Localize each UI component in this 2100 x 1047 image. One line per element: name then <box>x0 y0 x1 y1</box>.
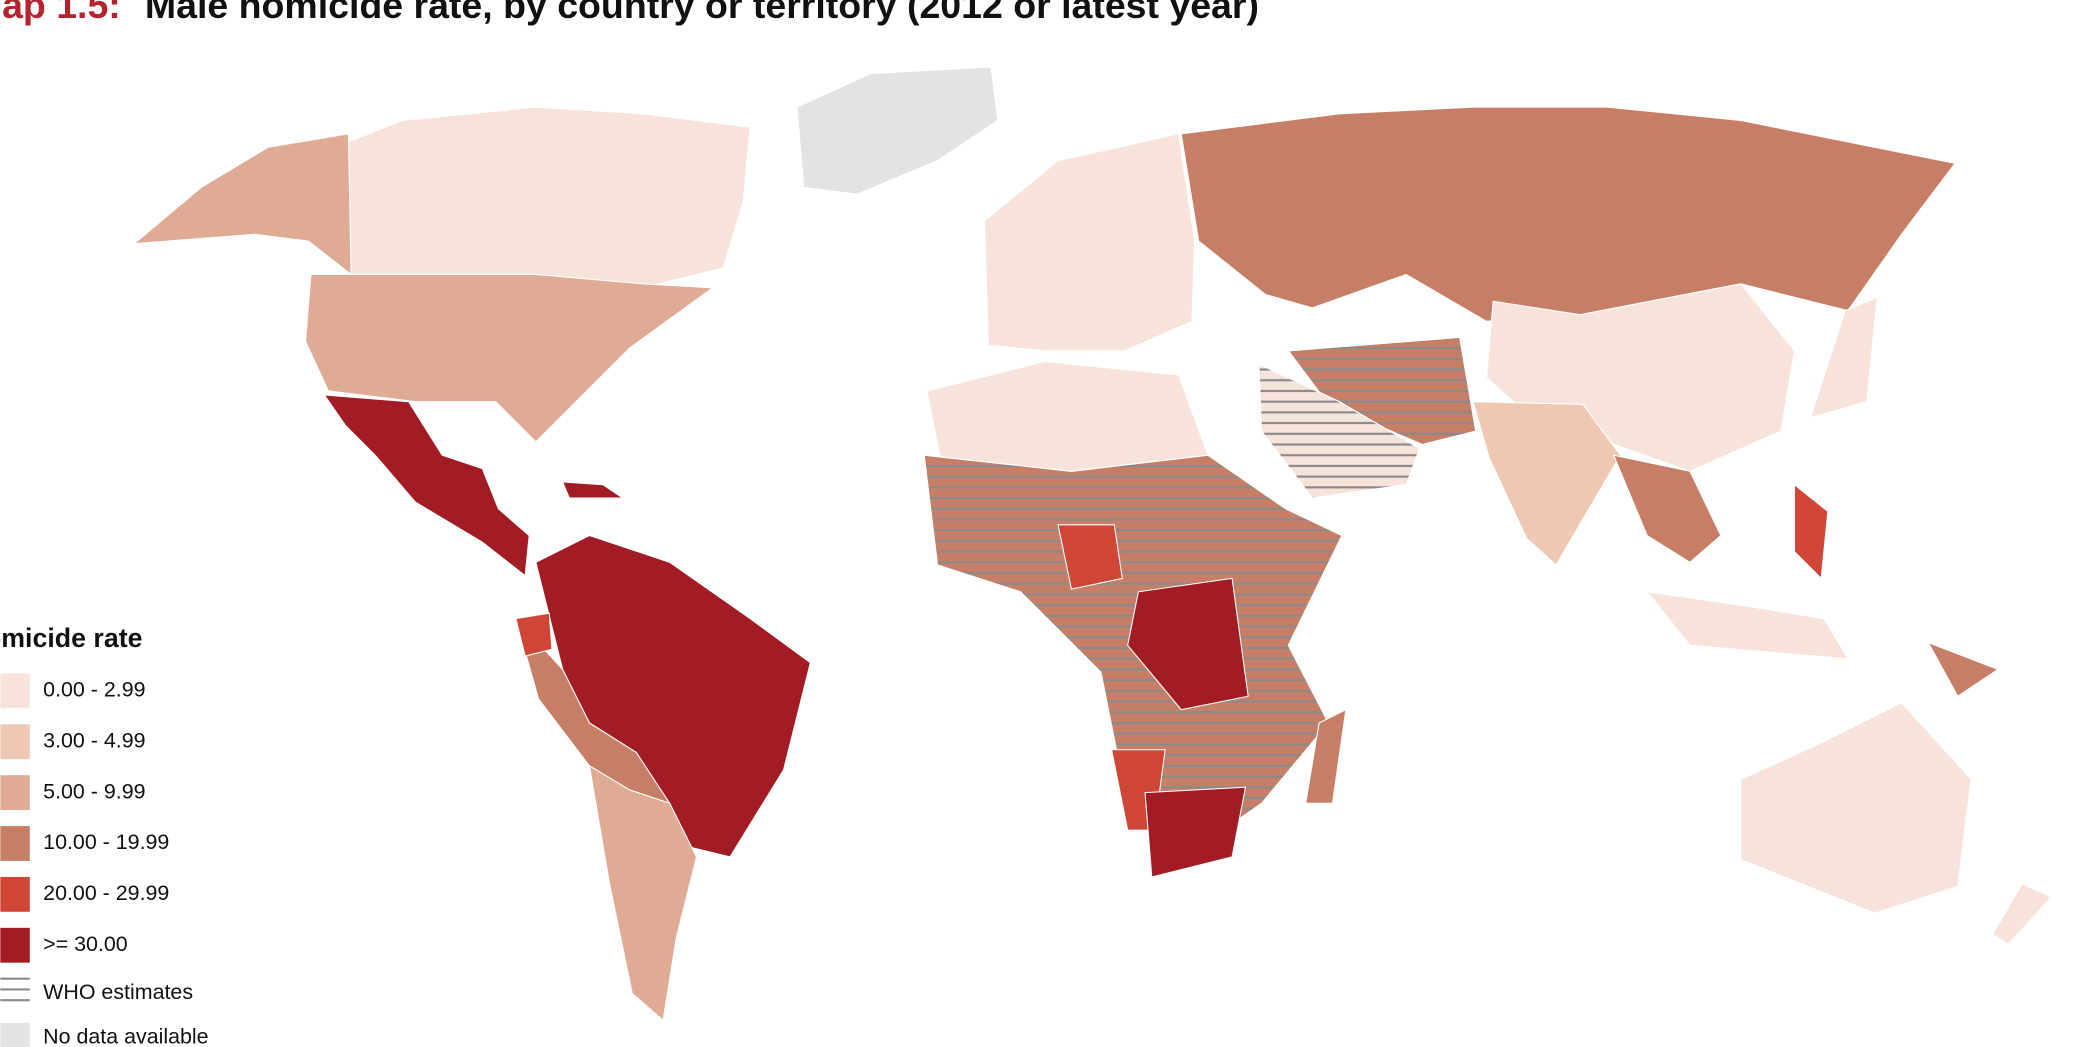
mexico-central-america <box>323 394 530 577</box>
legend-swatch <box>0 1022 30 1047</box>
world-map <box>132 66 2053 1022</box>
arabia-hatch <box>1258 363 1421 499</box>
legend-label: 10.00 - 19.99 <box>43 830 169 854</box>
legend-swatch <box>0 876 30 912</box>
legend-label: No data available <box>43 1024 208 1047</box>
map-label: Map 1.5: <box>0 0 121 26</box>
north-africa <box>926 360 1209 472</box>
madagascar <box>1305 708 1347 804</box>
legend-label: 5.00 - 9.99 <box>43 779 145 803</box>
legend-title: Homicide rate <box>0 623 143 653</box>
papua <box>1927 641 2000 697</box>
southern-cone <box>588 764 698 1022</box>
south-africa <box>1144 786 1247 878</box>
greenland <box>796 66 999 195</box>
legend-swatch <box>0 826 30 861</box>
legend-swatch <box>0 775 30 811</box>
india <box>1472 401 1622 566</box>
new-zealand <box>1991 882 2053 945</box>
legend-swatch <box>0 724 30 760</box>
legend-label: WHO estimates <box>43 980 193 1004</box>
legend-label: >= 30.00 <box>43 932 128 956</box>
legend-swatch <box>0 927 30 963</box>
map-title: Male homicide rate, by country or territ… <box>145 0 1259 26</box>
legend: Homicide rate 0.00 - 2.99 3.00 - 4.99 5.00… <box>0 623 209 1047</box>
europe <box>983 133 1196 352</box>
japan <box>1809 296 1879 419</box>
ecuador <box>515 612 553 657</box>
drc <box>1127 577 1249 711</box>
legend-label: 20.00 - 29.99 <box>43 881 169 905</box>
russia-central-asia <box>1180 106 1957 322</box>
legend-label: 3.00 - 4.99 <box>43 728 145 752</box>
canada <box>334 106 751 289</box>
legend-swatch <box>0 673 30 709</box>
southeast-asia <box>1612 454 1722 563</box>
indonesia <box>1645 591 1849 660</box>
alaska <box>132 133 352 276</box>
nigeria <box>1057 524 1123 590</box>
legend-label: 0.00 - 2.99 <box>43 678 145 702</box>
caribbean <box>561 481 625 499</box>
philippines <box>1793 483 1829 580</box>
australia <box>1740 702 1972 914</box>
usa <box>305 273 715 443</box>
brazil-north <box>535 534 811 858</box>
sub-saharan-hatch <box>923 454 1343 861</box>
